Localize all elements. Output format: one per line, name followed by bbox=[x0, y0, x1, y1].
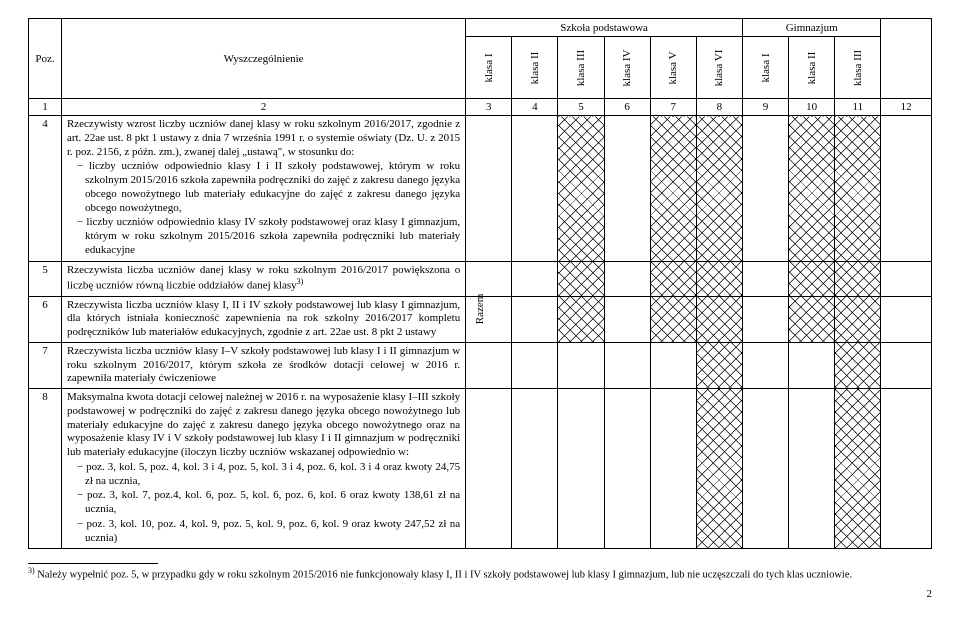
data-cell bbox=[835, 389, 881, 549]
colnum: 7 bbox=[650, 99, 696, 116]
data-cell bbox=[742, 389, 788, 549]
row-poz: 6 bbox=[29, 296, 62, 342]
row-poz: 8 bbox=[29, 389, 62, 549]
footnote-mark: 3) bbox=[28, 566, 35, 575]
col-klasa-2: klasa II bbox=[512, 37, 558, 99]
data-cell bbox=[558, 261, 604, 296]
data-cell bbox=[742, 116, 788, 262]
data-cell bbox=[835, 296, 881, 342]
col-klasa-5: klasa V bbox=[650, 37, 696, 99]
col-poz: Poz. bbox=[29, 19, 62, 99]
row-desc: Rzeczywista liczba uczniów klasy I, II i… bbox=[61, 296, 465, 342]
data-cell bbox=[835, 116, 881, 262]
data-cell bbox=[696, 261, 742, 296]
data-cell bbox=[696, 342, 742, 388]
footnote-text: Należy wypełnić poz. 5, w przypadku gdy … bbox=[37, 570, 852, 581]
data-cell bbox=[512, 296, 558, 342]
data-cell bbox=[558, 389, 604, 549]
data-cell bbox=[512, 116, 558, 262]
col-wys: Wyszczególnienie bbox=[61, 19, 465, 99]
row-poz: 4 bbox=[29, 116, 62, 262]
data-cell bbox=[696, 389, 742, 549]
footnote: 3) Należy wypełnić poz. 5, w przypadku g… bbox=[28, 566, 932, 582]
data-cell bbox=[789, 389, 835, 549]
table-row: 7Rzeczywista liczba uczniów klasy I–V sz… bbox=[29, 342, 932, 388]
data-cell bbox=[881, 261, 932, 296]
data-cell bbox=[881, 296, 932, 342]
data-cell bbox=[789, 342, 835, 388]
data-cell bbox=[466, 389, 512, 549]
page-number: 2 bbox=[28, 588, 932, 600]
col-klasa-1: klasa I bbox=[466, 37, 512, 99]
row-desc: Rzeczywista liczba uczniów klasy I–V szk… bbox=[61, 342, 465, 388]
col-klasa-7: klasa I bbox=[742, 37, 788, 99]
data-cell bbox=[650, 116, 696, 262]
col-klasa-3: klasa III bbox=[558, 37, 604, 99]
col-group-sp: Szkoła podstawowa bbox=[466, 19, 743, 37]
data-cell bbox=[604, 389, 650, 549]
data-cell bbox=[604, 342, 650, 388]
colnum: 3 bbox=[466, 99, 512, 116]
data-cell bbox=[512, 261, 558, 296]
data-cell bbox=[696, 116, 742, 262]
data-cell bbox=[835, 342, 881, 388]
data-cell bbox=[604, 116, 650, 262]
data-cell bbox=[650, 342, 696, 388]
data-cell bbox=[650, 389, 696, 549]
colnum: 9 bbox=[742, 99, 788, 116]
table-row: 4Rzeczywisty wzrost liczby uczniów danej… bbox=[29, 116, 932, 262]
table-row: 8Maksymalna kwota dotacji celowej należn… bbox=[29, 389, 932, 549]
colnum: 11 bbox=[835, 99, 881, 116]
data-cell bbox=[742, 261, 788, 296]
data-cell bbox=[604, 261, 650, 296]
colnum: 1 bbox=[29, 99, 62, 116]
col-group-gim: Gimnazjum bbox=[742, 19, 880, 37]
data-cell bbox=[558, 342, 604, 388]
data-cell bbox=[650, 261, 696, 296]
data-cell bbox=[558, 296, 604, 342]
data-cell bbox=[881, 342, 932, 388]
data-cell bbox=[650, 296, 696, 342]
colnum: 6 bbox=[604, 99, 650, 116]
footnote-separator bbox=[28, 563, 158, 564]
data-cell bbox=[742, 296, 788, 342]
data-cell bbox=[696, 296, 742, 342]
data-cell bbox=[466, 116, 512, 262]
colnum: 5 bbox=[558, 99, 604, 116]
col-klasa-6: klasa VI bbox=[696, 37, 742, 99]
colnum: 12 bbox=[881, 99, 932, 116]
data-cell bbox=[835, 261, 881, 296]
data-cell bbox=[466, 261, 512, 296]
colnum: 2 bbox=[61, 99, 465, 116]
data-cell bbox=[789, 261, 835, 296]
row-desc: Rzeczywista liczba uczniów danej klasy w… bbox=[61, 261, 465, 296]
data-cell bbox=[466, 342, 512, 388]
data-cell bbox=[789, 116, 835, 262]
data-cell bbox=[466, 296, 512, 342]
data-cell bbox=[604, 296, 650, 342]
col-klasa-8: klasa II bbox=[789, 37, 835, 99]
row-poz: 5 bbox=[29, 261, 62, 296]
data-cell bbox=[742, 342, 788, 388]
data-cell bbox=[789, 296, 835, 342]
data-cell bbox=[558, 116, 604, 262]
data-cell bbox=[881, 389, 932, 549]
colnum: 8 bbox=[696, 99, 742, 116]
table-row: 5Rzeczywista liczba uczniów danej klasy … bbox=[29, 261, 932, 296]
colnum: 4 bbox=[512, 99, 558, 116]
header-row-groups: Poz. Wyszczególnienie Szkoła podstawowa … bbox=[29, 19, 932, 37]
data-cell bbox=[881, 116, 932, 262]
row-desc: Rzeczywisty wzrost liczby uczniów danej … bbox=[61, 116, 465, 262]
row-poz: 7 bbox=[29, 342, 62, 388]
column-number-row: 1 2 3 4 5 6 7 8 9 10 11 12 bbox=[29, 99, 932, 116]
col-klasa-4: klasa IV bbox=[604, 37, 650, 99]
col-razem: Razem bbox=[881, 19, 932, 99]
main-table: Poz. Wyszczególnienie Szkoła podstawowa … bbox=[28, 18, 932, 549]
document-page: Poz. Wyszczególnienie Szkoła podstawowa … bbox=[28, 18, 932, 600]
colnum: 10 bbox=[789, 99, 835, 116]
data-cell bbox=[512, 389, 558, 549]
data-cell bbox=[512, 342, 558, 388]
row-desc: Maksymalna kwota dotacji celowej należne… bbox=[61, 389, 465, 549]
col-klasa-9: klasa III bbox=[835, 37, 881, 99]
